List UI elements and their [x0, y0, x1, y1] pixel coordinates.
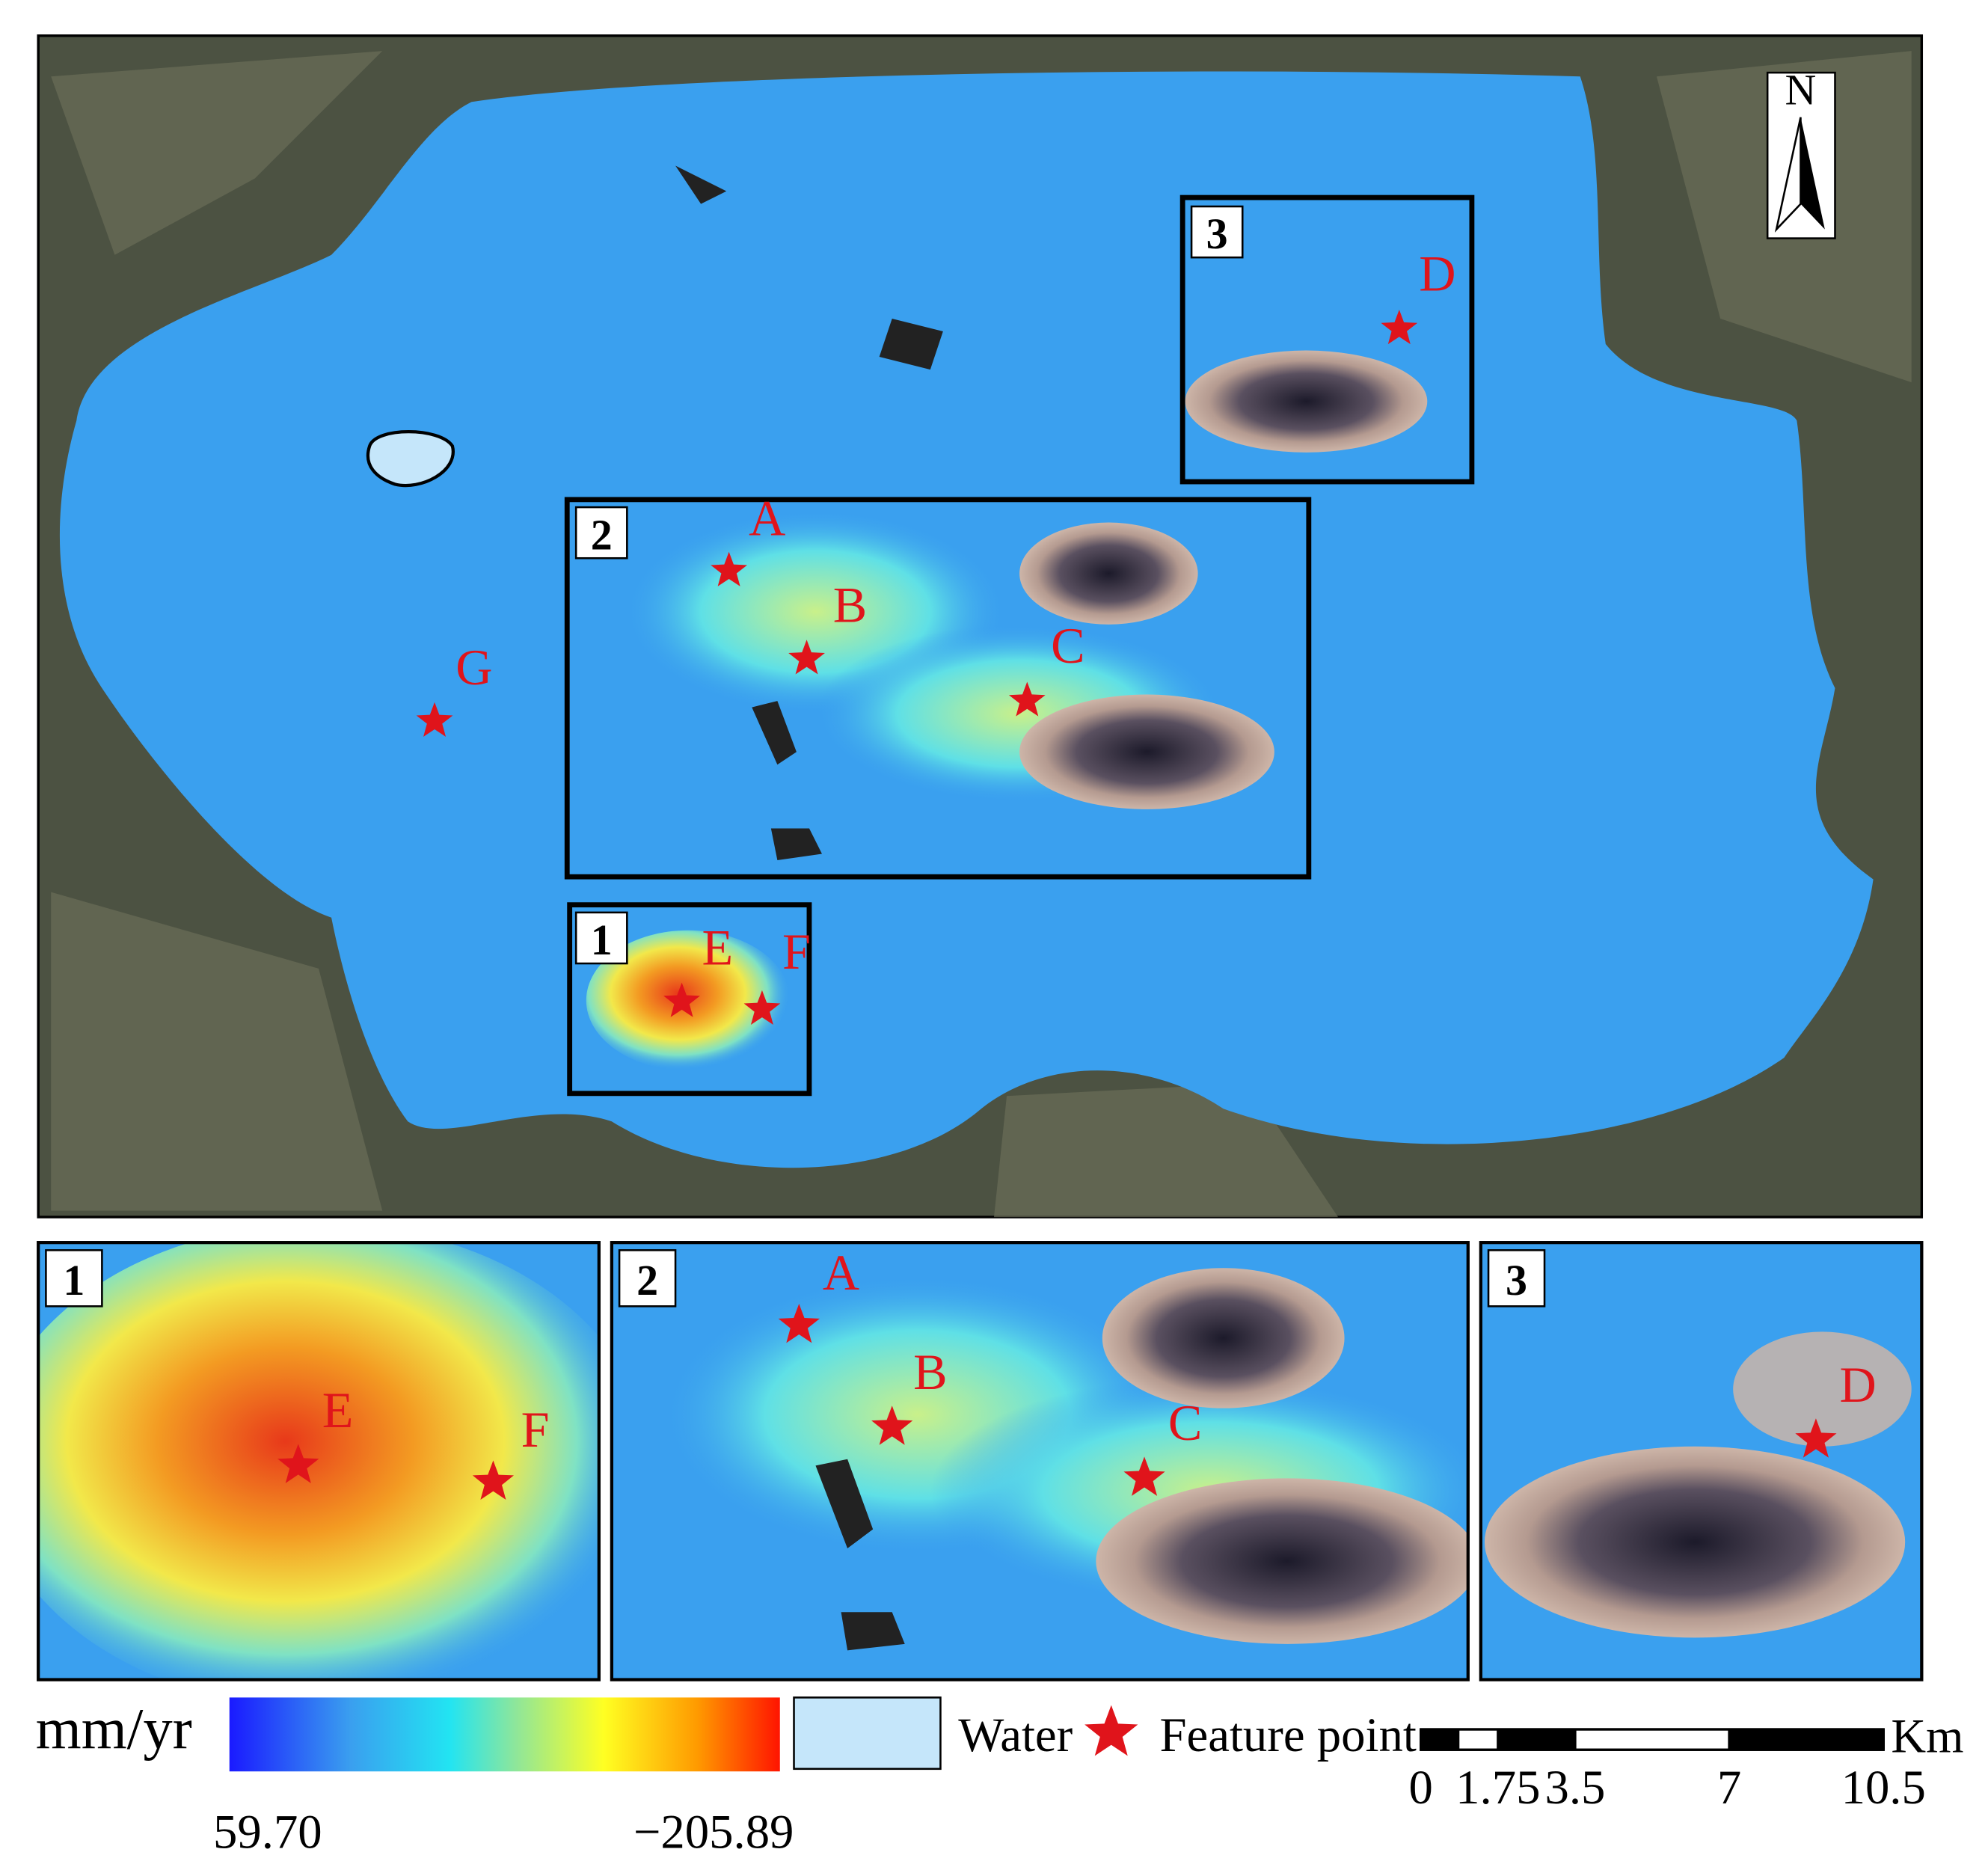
- terrain: [51, 51, 1912, 1218]
- mine-pit: [1019, 522, 1198, 625]
- scale-bar-tick-label: 1.75: [1455, 1761, 1540, 1815]
- mine-pit: [1484, 1446, 1906, 1638]
- point-label: D: [1840, 1356, 1877, 1413]
- point-label: C: [1051, 617, 1084, 674]
- masked-area: [815, 1459, 905, 1651]
- inset-frame: [37, 1241, 601, 1681]
- point-label: G: [455, 639, 492, 696]
- colorbar-max-label: −205.89: [633, 1805, 794, 1859]
- point-label: D: [1419, 245, 1455, 301]
- box-label-bg: [574, 911, 628, 965]
- feature-point-marker: [743, 990, 781, 1025]
- inset-label-bg: [618, 1249, 677, 1307]
- feature-point-marker: [472, 1460, 515, 1500]
- feature-point-marker: [663, 982, 700, 1017]
- feature-point-marker: [788, 640, 825, 675]
- feature-point-marker: [1008, 681, 1046, 717]
- north-arrow: N: [1766, 66, 1836, 239]
- mine-pit: [1102, 1268, 1345, 1408]
- feature-point-marker: [1123, 1456, 1165, 1496]
- point-label: C: [1168, 1394, 1202, 1451]
- point-label: B: [913, 1343, 947, 1400]
- north-arrow-head: [1774, 117, 1802, 233]
- mine-pit: [1019, 694, 1274, 809]
- feature-point-marker: [1381, 310, 1418, 345]
- box-label-bg: [574, 506, 628, 560]
- inset-label-bg: [1487, 1249, 1546, 1307]
- north-arrow-head: [1800, 117, 1825, 230]
- feature-point-marker: [778, 1303, 820, 1343]
- point-label: E: [702, 919, 733, 976]
- inset-label: 1: [63, 1256, 85, 1305]
- point-label: F: [521, 1401, 550, 1458]
- scale-bar-tick-label: 10.5: [1841, 1761, 1926, 1815]
- feature-point-marker: [416, 702, 453, 737]
- scale-bar-unit: Km: [1891, 1710, 1963, 1764]
- bare-ground: [1733, 1331, 1912, 1447]
- mine-pit: [1096, 1478, 1468, 1644]
- inset: [1480, 1242, 1922, 1680]
- colorbar-min-label: 59.70: [213, 1805, 322, 1859]
- inset: [611, 1242, 1468, 1680]
- scale-bar-segment: [1497, 1729, 1575, 1750]
- legend: mm/yr 59.70 −205.89 Water Feature point: [36, 1696, 1417, 1860]
- feature-point-marker: [277, 1444, 319, 1483]
- water-swatch: [793, 1696, 942, 1771]
- point-label: F: [782, 923, 811, 980]
- feature-point-marker: [1795, 1418, 1837, 1458]
- point-label: B: [833, 576, 867, 633]
- scale-bar-tick-label: 0: [1409, 1761, 1433, 1815]
- inset-frame: [610, 1241, 1470, 1681]
- mine-pit: [1185, 350, 1428, 453]
- box-label-bg: [1190, 205, 1244, 259]
- inset-frame: [1479, 1241, 1924, 1681]
- scale-bar-segment: [1729, 1729, 1884, 1750]
- inset-label: 2: [636, 1256, 658, 1305]
- inset: [38, 1242, 599, 1680]
- feature-point-label: Feature point: [1159, 1708, 1416, 1762]
- zoom-box: [564, 497, 1312, 880]
- feature-point-marker: [711, 551, 747, 586]
- scale-bar-tick-label: 3.5: [1544, 1761, 1605, 1815]
- box-label: 3: [1206, 209, 1228, 258]
- scale-bar-tick-label: 7: [1717, 1761, 1741, 1815]
- inset-label: 3: [1506, 1256, 1527, 1305]
- feature-point-marker: [1084, 1705, 1138, 1756]
- unit-label: mm/yr: [36, 1696, 192, 1762]
- colorbar: [229, 1697, 780, 1772]
- main-map: N: [37, 34, 1924, 1218]
- point-label: E: [322, 1382, 354, 1438]
- scale-bar: 0 1.75 3.5 7 10.5Km: [1409, 1710, 1964, 1815]
- north-label: N: [1785, 66, 1817, 114]
- feature-point-marker: [871, 1405, 913, 1445]
- water-label: Water: [958, 1708, 1073, 1762]
- scale-bar-segment: [1420, 1729, 1460, 1750]
- inset-label-bg: [45, 1249, 103, 1307]
- box-label: 1: [591, 916, 613, 964]
- subsidence-hotspot: [38, 1242, 599, 1680]
- zoom-box: [1179, 194, 1475, 485]
- point-label: A: [749, 490, 785, 547]
- point-label: A: [823, 1244, 859, 1301]
- box-label: 2: [591, 510, 613, 559]
- water-body: [366, 430, 455, 488]
- zoom-box: [567, 902, 812, 1097]
